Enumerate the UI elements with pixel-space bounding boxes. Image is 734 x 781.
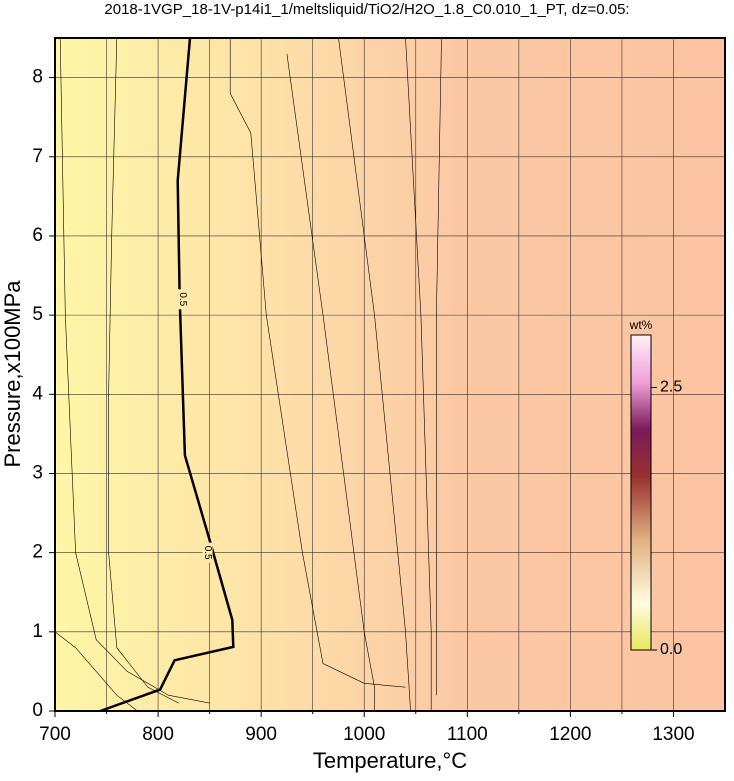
contour-line-labeled [99,37,235,713]
colorbar-label: wt% [629,318,653,332]
colorbar [630,334,652,651]
contour-line [436,37,442,696]
plot-frame [54,37,726,712]
contour-line [59,37,210,704]
colorbar-tick-label: 2.5 [660,379,682,396]
y-tick-label: 1 [32,621,43,642]
contour-line [108,37,179,704]
contour-line [54,631,138,712]
y-axis-label: Pressure,x100MPa [0,280,25,468]
x-tick-label: 700 [39,724,71,745]
contour-label-bg [202,542,213,563]
y-tick-label: 3 [32,462,43,483]
x-tick-label: 1000 [343,724,385,745]
y-tick-label: 7 [32,146,43,167]
y-tick-label: 2 [32,542,43,563]
contour-line [229,38,406,688]
colorbar-tick-label: 0.0 [660,641,682,658]
contour-label: 0.5 [177,292,188,306]
y-tick-label: 5 [32,304,43,325]
contour-line [286,53,375,711]
x-tick-label: 1200 [549,724,591,745]
chart-title: 2018-1VGP_18-1V-p14i1_1/meltsliquid/TiO2… [104,1,629,18]
contour-line [405,37,432,711]
x-tick-label: 800 [142,724,174,745]
contour-line [338,37,411,712]
contour-label-bg [177,289,188,310]
x-tick-label: 1100 [447,724,488,745]
y-tick-label: 6 [32,225,43,246]
y-tick-label: 0 [32,700,43,721]
y-tick-label: 4 [32,383,43,404]
x-axis-label: Temperature,°C [313,748,467,773]
y-tick-label: 8 [32,67,43,88]
x-tick-label: 1300 [652,724,694,745]
plot-background [55,38,725,711]
contour-label: 0.5 [202,546,213,560]
x-tick-label: 900 [245,724,277,745]
